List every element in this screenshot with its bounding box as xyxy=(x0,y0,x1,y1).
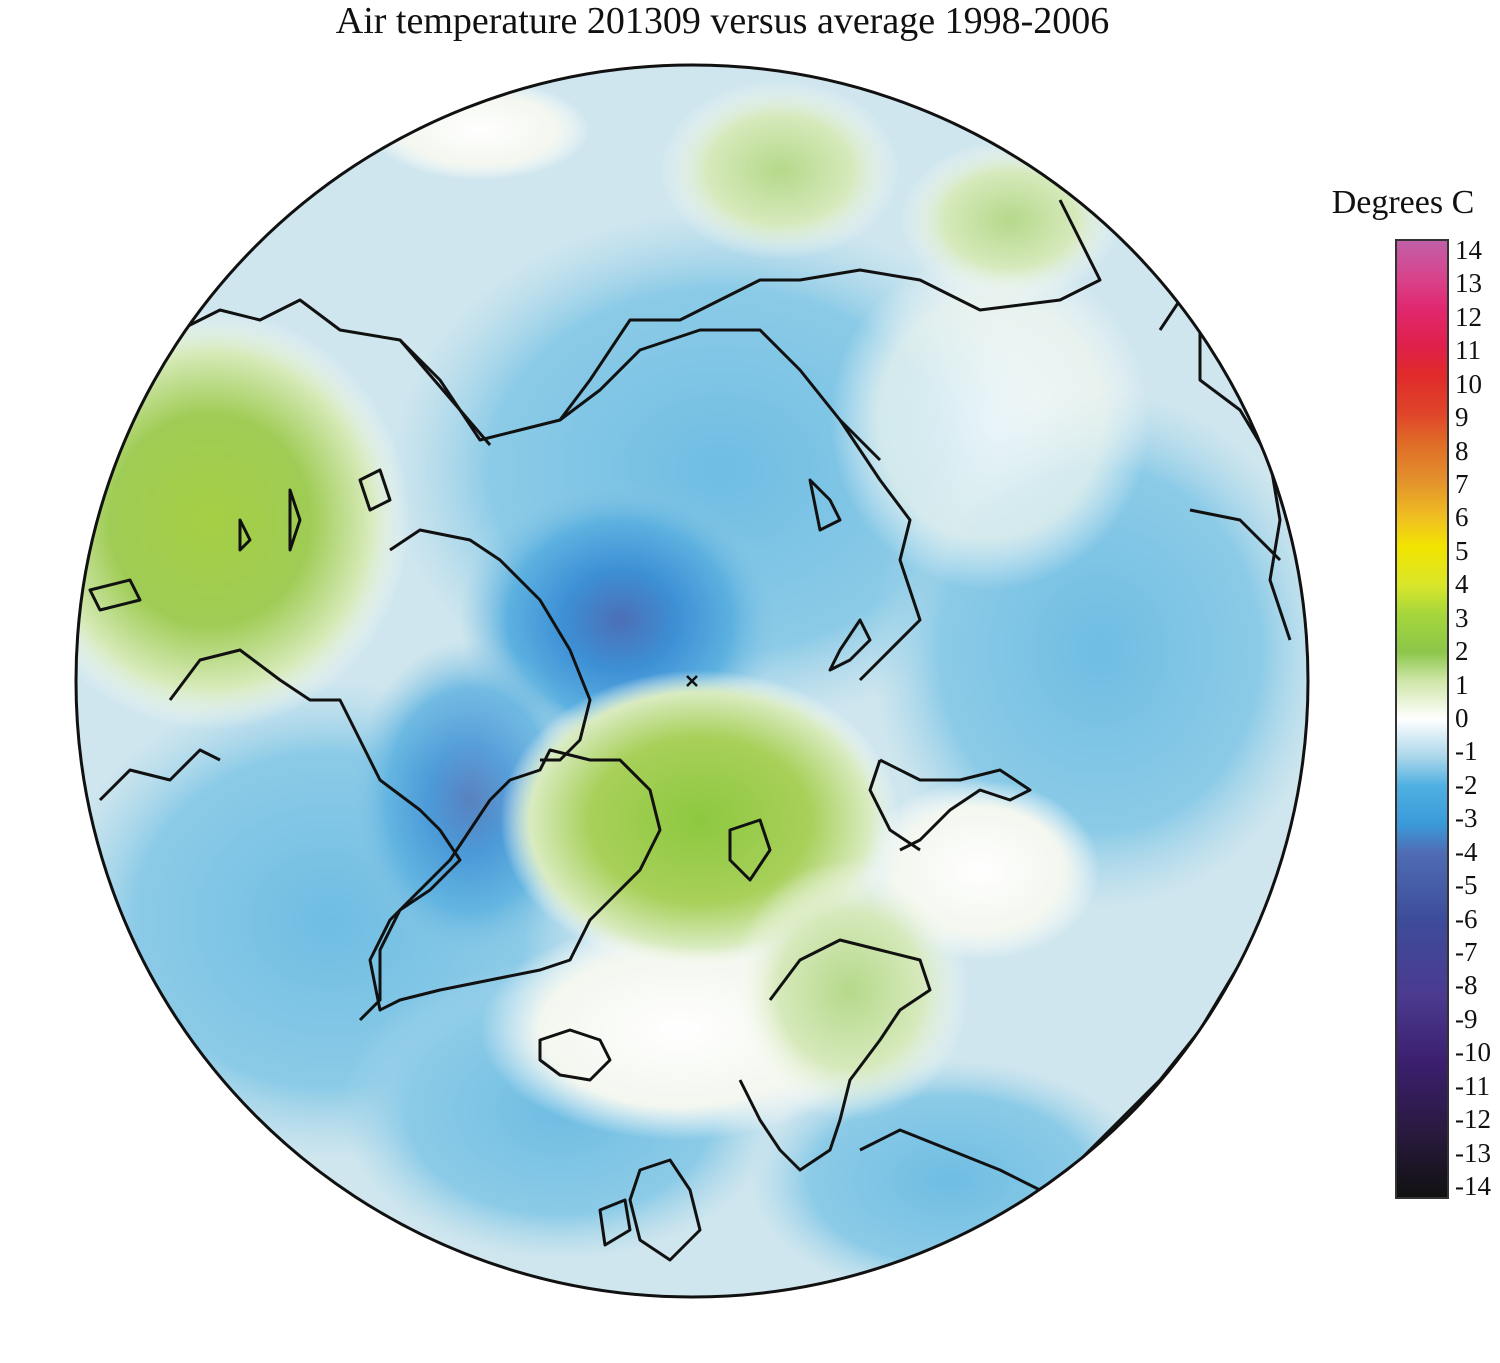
colorbar-tick-label: 6 xyxy=(1455,502,1469,533)
colorbar-tick-label: -7 xyxy=(1455,937,1478,967)
colorbar-tick-label: 0 xyxy=(1455,703,1469,733)
colorbar-tick-label: -3 xyxy=(1455,803,1478,834)
colorbar-tick-label: 14 xyxy=(1455,235,1482,265)
colorbar-tick-label: -5 xyxy=(1455,870,1478,901)
colorbar-tick-label: -6 xyxy=(1455,903,1478,934)
colorbar-tick-label: -12 xyxy=(1455,1104,1491,1135)
colorbar-tick-label: 11 xyxy=(1455,335,1481,366)
colorbar-tick-label: -8 xyxy=(1455,970,1478,1001)
colorbar-tick-label: 1 xyxy=(1455,669,1469,700)
legend-title: Degrees C xyxy=(1331,184,1475,221)
colorbar-ticks: 14 13 12 11 10 9 8 7 6 5 4 3 2 1 0 -1 -2 -3 -4 -5 -6 -7 -8 -9 -1… xyxy=(1455,235,1500,1201)
chart-title: Air temperature 201309 versus average 19… xyxy=(335,0,1110,42)
colorbar-tick-label: 9 xyxy=(1455,402,1469,433)
colorbar-tick-label: 8 xyxy=(1455,435,1469,466)
colorbar-tick-label: -4 xyxy=(1455,836,1478,867)
north-pole-marker xyxy=(686,675,698,687)
temperature-anomaly-field xyxy=(76,65,1308,1297)
colorbar-tick-label: -9 xyxy=(1455,1003,1478,1034)
colorbar-tick-label: 10 xyxy=(1455,368,1482,399)
colorbar-tick-label: -1 xyxy=(1455,736,1478,767)
colorbar-tick-label: 5 xyxy=(1455,535,1469,566)
colorbar-tick-label: -2 xyxy=(1455,769,1478,800)
colorbar-tick-label: 4 xyxy=(1455,569,1469,600)
colorbar-tick-label: 2 xyxy=(1455,636,1469,667)
colorbar-tick-label: -14 xyxy=(1455,1171,1491,1201)
colorbar-tick-label: -11 xyxy=(1455,1070,1490,1101)
colorbar-tick-label: -10 xyxy=(1455,1037,1491,1068)
colorbar-tick-label: 13 xyxy=(1455,268,1482,299)
colorbar xyxy=(1395,239,1449,1199)
colorbar-tick-label: 7 xyxy=(1455,469,1469,499)
coastlines xyxy=(88,199,1292,1262)
colorbar-tick-label: 3 xyxy=(1455,602,1469,633)
colorbar-tick-label: -13 xyxy=(1455,1137,1491,1168)
colorbar-tick-label: 12 xyxy=(1455,301,1482,332)
